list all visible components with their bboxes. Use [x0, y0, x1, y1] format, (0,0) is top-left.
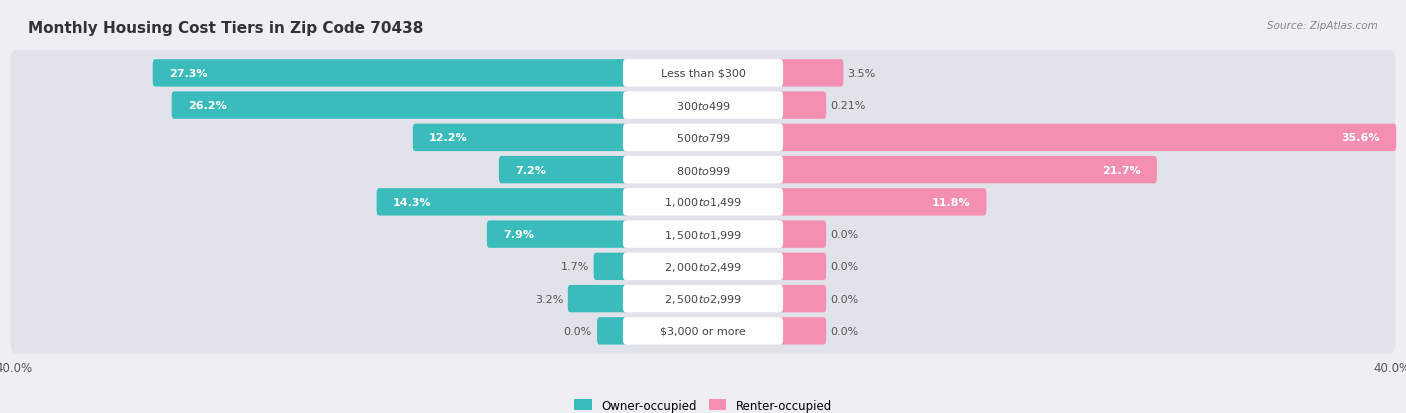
- Text: 0.0%: 0.0%: [831, 262, 859, 272]
- Text: $2,500 to $2,999: $2,500 to $2,999: [664, 292, 742, 305]
- Text: 12.2%: 12.2%: [429, 133, 468, 143]
- FancyBboxPatch shape: [598, 317, 628, 345]
- Text: Monthly Housing Cost Tiers in Zip Code 70438: Monthly Housing Cost Tiers in Zip Code 7…: [28, 21, 423, 36]
- FancyBboxPatch shape: [11, 51, 1395, 96]
- Text: 0.0%: 0.0%: [831, 294, 859, 304]
- Text: 14.3%: 14.3%: [392, 197, 432, 207]
- Text: 3.5%: 3.5%: [848, 69, 876, 78]
- FancyBboxPatch shape: [778, 253, 827, 280]
- FancyBboxPatch shape: [568, 285, 628, 313]
- FancyBboxPatch shape: [11, 212, 1395, 257]
- Text: 0.0%: 0.0%: [831, 230, 859, 240]
- FancyBboxPatch shape: [11, 147, 1395, 193]
- Text: 0.0%: 0.0%: [562, 326, 591, 336]
- FancyBboxPatch shape: [486, 221, 628, 248]
- FancyBboxPatch shape: [11, 309, 1395, 354]
- FancyBboxPatch shape: [377, 189, 628, 216]
- FancyBboxPatch shape: [623, 157, 783, 184]
- Text: 21.7%: 21.7%: [1102, 165, 1140, 175]
- Text: $1,000 to $1,499: $1,000 to $1,499: [664, 196, 742, 209]
- FancyBboxPatch shape: [11, 276, 1395, 322]
- Text: $1,500 to $1,999: $1,500 to $1,999: [664, 228, 742, 241]
- FancyBboxPatch shape: [778, 60, 844, 88]
- FancyBboxPatch shape: [11, 83, 1395, 128]
- FancyBboxPatch shape: [623, 124, 783, 152]
- FancyBboxPatch shape: [778, 189, 987, 216]
- FancyBboxPatch shape: [623, 285, 783, 313]
- Text: $2,000 to $2,499: $2,000 to $2,499: [664, 260, 742, 273]
- FancyBboxPatch shape: [778, 157, 1157, 184]
- FancyBboxPatch shape: [499, 157, 628, 184]
- Text: 1.7%: 1.7%: [561, 262, 589, 272]
- FancyBboxPatch shape: [623, 92, 783, 119]
- Text: 7.2%: 7.2%: [515, 165, 546, 175]
- FancyBboxPatch shape: [11, 244, 1395, 290]
- FancyBboxPatch shape: [153, 60, 628, 88]
- Text: Less than $300: Less than $300: [661, 69, 745, 78]
- Text: 35.6%: 35.6%: [1341, 133, 1379, 143]
- Text: $3,000 or more: $3,000 or more: [661, 326, 745, 336]
- FancyBboxPatch shape: [623, 317, 783, 345]
- Text: 0.21%: 0.21%: [831, 101, 866, 111]
- FancyBboxPatch shape: [11, 115, 1395, 161]
- Text: 11.8%: 11.8%: [931, 197, 970, 207]
- FancyBboxPatch shape: [778, 317, 827, 345]
- FancyBboxPatch shape: [623, 253, 783, 280]
- FancyBboxPatch shape: [593, 253, 628, 280]
- Legend: Owner-occupied, Renter-occupied: Owner-occupied, Renter-occupied: [569, 394, 837, 413]
- Text: 26.2%: 26.2%: [188, 101, 226, 111]
- FancyBboxPatch shape: [172, 92, 628, 119]
- FancyBboxPatch shape: [778, 221, 827, 248]
- Text: $800 to $999: $800 to $999: [675, 164, 731, 176]
- Text: 7.9%: 7.9%: [503, 230, 534, 240]
- Text: 3.2%: 3.2%: [536, 294, 564, 304]
- Text: Source: ZipAtlas.com: Source: ZipAtlas.com: [1267, 21, 1378, 31]
- FancyBboxPatch shape: [623, 221, 783, 248]
- FancyBboxPatch shape: [623, 189, 783, 216]
- FancyBboxPatch shape: [413, 124, 628, 152]
- Text: $500 to $799: $500 to $799: [675, 132, 731, 144]
- FancyBboxPatch shape: [778, 92, 827, 119]
- FancyBboxPatch shape: [623, 60, 783, 88]
- Text: $300 to $499: $300 to $499: [675, 100, 731, 112]
- Text: 27.3%: 27.3%: [169, 69, 208, 78]
- FancyBboxPatch shape: [778, 124, 1396, 152]
- FancyBboxPatch shape: [11, 180, 1395, 225]
- FancyBboxPatch shape: [778, 285, 827, 313]
- Text: 0.0%: 0.0%: [831, 326, 859, 336]
